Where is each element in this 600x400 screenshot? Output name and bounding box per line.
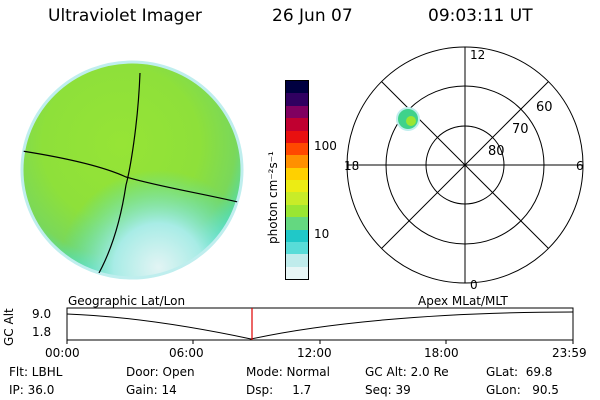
- mlt-label-18: 18: [344, 159, 359, 173]
- polar-plot: 12 0 18 6 60 70 80: [344, 46, 584, 292]
- colorbar-band: [286, 192, 308, 205]
- disk-dayside-edge: [22, 62, 242, 278]
- instrument-title: Ultraviolet Imager: [48, 6, 202, 26]
- colorbar-band: [286, 266, 308, 279]
- ip-info: IP: 36.0: [9, 383, 55, 397]
- lat-label-70: 70: [512, 122, 529, 137]
- colorbar-band: [286, 93, 308, 106]
- orbit-axis-label: GC Alt: [2, 308, 16, 346]
- colorbar-band: [286, 118, 308, 131]
- disk-limb: [20, 60, 244, 280]
- colorbar-band: [286, 204, 308, 218]
- glat-info: GLat: 69.8: [486, 365, 553, 379]
- seq-info: Seq: 39: [365, 383, 411, 397]
- colorbar-tick-10: 10: [314, 227, 330, 241]
- mlt-label-12: 12: [470, 48, 485, 62]
- mlt-label-0: 0: [470, 278, 478, 292]
- colorbar-band: [286, 142, 308, 156]
- colorbar-band: [286, 130, 308, 143]
- filter-info: Flt: LBHL: [9, 365, 63, 379]
- colorbar-band: [286, 105, 308, 119]
- uv-disk-image: [20, 60, 244, 280]
- meridian-line: [94, 72, 141, 278]
- mode-info: Mode: Normal: [246, 365, 330, 379]
- orbit-plot: [66, 307, 574, 344]
- colorbar-band: [286, 241, 308, 255]
- orbit-xtick-0: 00:00: [45, 346, 80, 360]
- observation-date: 26 Jun 07: [272, 6, 353, 26]
- orbit-xtick-3: 18:00: [424, 346, 459, 360]
- colorbar-band: [286, 167, 308, 180]
- dsp-info: Dsp: 1.7: [246, 383, 312, 397]
- orbit-xtick-1: 06:00: [169, 346, 204, 360]
- glon-info: GLon: 90.5: [486, 383, 559, 397]
- mlt-label-6: 6: [576, 159, 584, 173]
- altitude-curve: [66, 311, 574, 340]
- colorbar-band: [286, 155, 308, 168]
- lat-label-60: 60: [536, 100, 553, 115]
- lat-label-80: 80: [488, 144, 505, 159]
- polar-line-diag2: [381, 81, 549, 249]
- observation-time: 09:03:11 UT: [428, 6, 533, 26]
- geo-coords-title: Geographic Lat/Lon: [68, 294, 186, 308]
- orbit-ytick-bottom: 1.8: [32, 325, 52, 339]
- colorbar-band: [286, 180, 308, 193]
- auroral-spot-core: [406, 116, 416, 126]
- latitude-line: [22, 150, 242, 204]
- colorbar-band: [286, 217, 308, 230]
- colorbar: [285, 80, 309, 280]
- orbit-xtick-4: 23:59: [552, 346, 587, 360]
- colorbar-band: [286, 81, 308, 94]
- apex-coords-title: Apex MLat/MLT: [418, 294, 508, 308]
- orbit-ytick-top: 9.0: [32, 307, 52, 321]
- orbit-xtick-2: 12:00: [297, 346, 332, 360]
- colorbar-tick-100: 100: [314, 139, 337, 153]
- gain-info: Gain: 14: [126, 383, 177, 397]
- colorbar-unit-label: photon cm⁻²s⁻¹: [266, 151, 280, 244]
- door-info: Door: Open: [126, 365, 195, 379]
- colorbar-band: [286, 254, 308, 267]
- gc-alt-info: GC Alt: 2.0 Re: [365, 365, 449, 379]
- colorbar-band: [286, 229, 308, 242]
